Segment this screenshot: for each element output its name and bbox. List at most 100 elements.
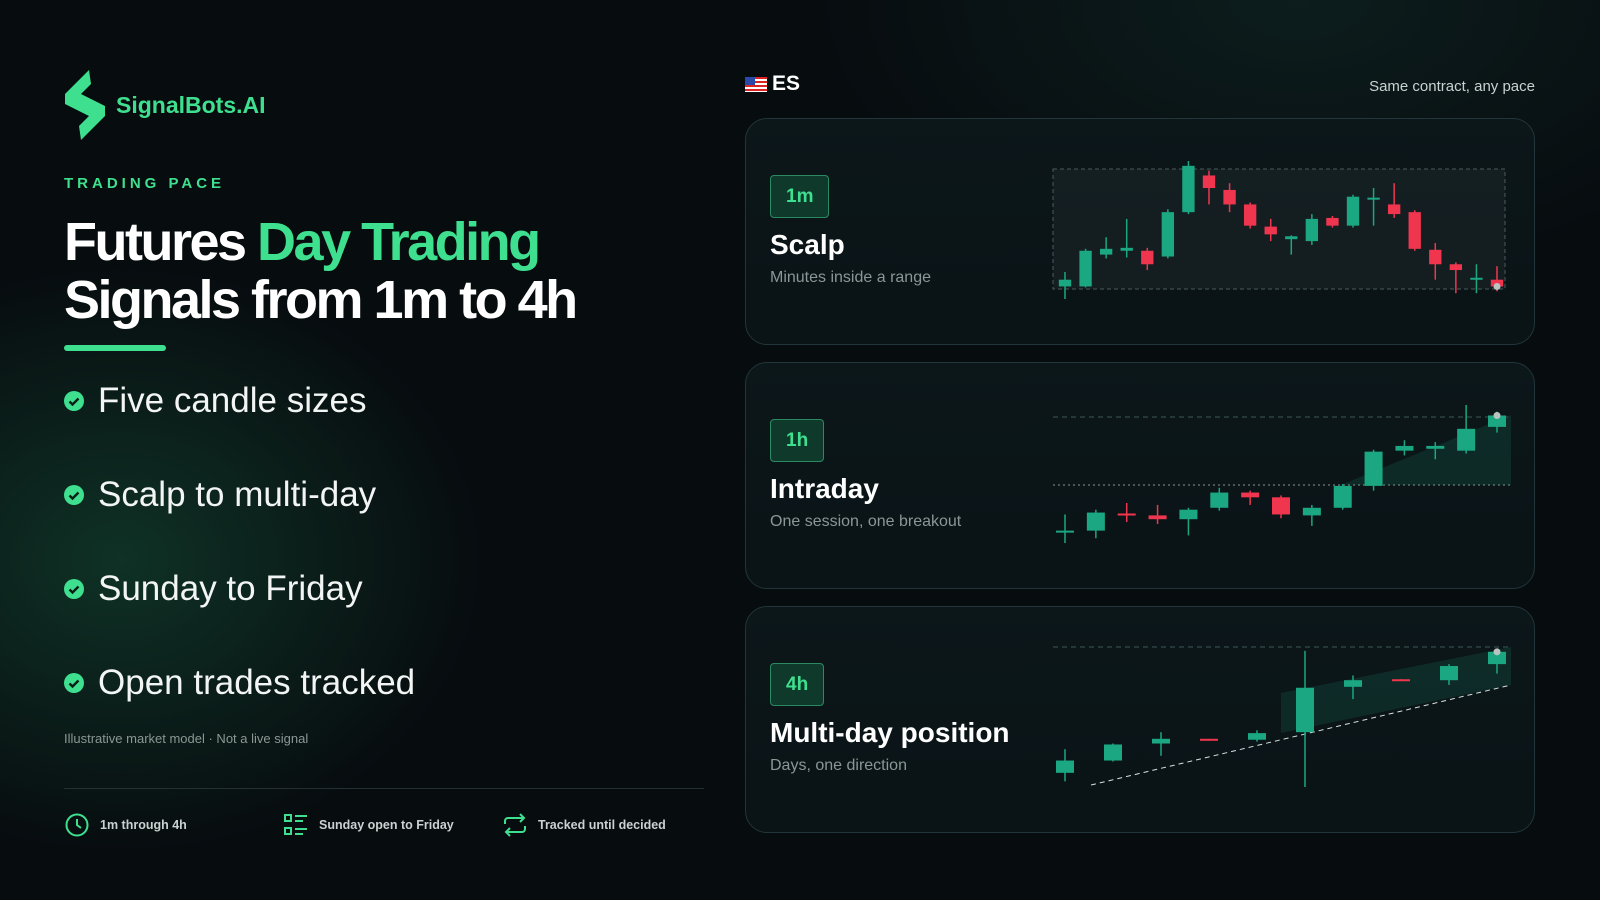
check-icon	[64, 673, 84, 693]
symbol-text: ES	[772, 72, 801, 95]
repeat-icon	[504, 813, 526, 837]
candle-body	[1302, 507, 1321, 516]
check-icon	[64, 579, 84, 599]
candle-body	[1241, 492, 1260, 498]
candle-body	[1152, 738, 1170, 744]
candle-body	[1210, 492, 1229, 508]
candle-body	[1086, 512, 1105, 531]
candle-body	[1305, 218, 1319, 242]
candle-body	[1223, 189, 1236, 205]
last-marker	[1493, 411, 1501, 419]
candle-body	[1120, 247, 1133, 251]
headline-line: Signals from 1m to 4h	[64, 270, 578, 330]
candle-body	[1364, 451, 1383, 486]
candle-body	[1395, 445, 1414, 451]
bullet: Five candle sizes	[64, 381, 366, 421]
candle-body	[1272, 497, 1290, 515]
candle-body	[1056, 530, 1074, 533]
candle-chart	[1052, 161, 1506, 299]
bullet-text: Open trades tracked	[98, 663, 416, 702]
flag-icon	[745, 76, 767, 92]
candle-body	[1367, 197, 1380, 200]
footer-text: 1m through 4h	[100, 818, 187, 832]
candle-body	[1429, 249, 1442, 265]
card-subtitle: One session, one breakout	[770, 513, 962, 530]
candle-body	[1058, 279, 1072, 287]
candle-body	[1440, 666, 1458, 681]
list-icon	[284, 814, 307, 835]
card: 4h Multi-day position Days, one direction	[745, 606, 1535, 833]
card-subtitle: Days, one direction	[770, 757, 907, 774]
card-title: Multi-day position	[770, 717, 1010, 748]
candle-body	[1392, 679, 1410, 682]
candle-body	[1387, 204, 1401, 215]
last-marker	[1493, 648, 1501, 656]
bullet: Scalp to multi-day	[64, 475, 376, 515]
candle-body	[1408, 212, 1421, 249]
candle-body	[1326, 217, 1339, 226]
check-icon	[64, 391, 84, 411]
candle-body	[1099, 248, 1113, 255]
footer-text: Sunday open to Friday	[319, 818, 454, 832]
clock-icon	[65, 813, 89, 837]
headline-line: Futures Day Trading	[64, 212, 541, 272]
headline-plain: Futures	[64, 212, 247, 272]
tagline: Same contract, any pace	[1369, 78, 1535, 95]
symbol: ES	[745, 72, 800, 96]
candle-body	[1264, 226, 1277, 235]
candle-chart	[1053, 646, 1511, 787]
candle-body	[1141, 250, 1154, 265]
badge: 4h	[770, 663, 825, 706]
card-title: Intraday	[770, 473, 879, 504]
candle-body	[1488, 651, 1506, 665]
bullet-text: Five candle sizes	[98, 381, 367, 420]
trend-area	[1281, 647, 1511, 733]
divider	[64, 788, 704, 789]
footer-text: Tracked until decided	[538, 818, 666, 832]
candle-body	[1148, 515, 1167, 520]
candle-body	[1333, 485, 1352, 508]
card-subtitle: Minutes inside a range	[770, 269, 931, 286]
candle-chart	[1053, 405, 1511, 543]
candle-body	[1285, 236, 1298, 240]
footer-item: Sunday open to Friday	[283, 812, 454, 838]
bullet-text: Sunday to Friday	[98, 569, 363, 608]
accent-bar	[64, 345, 166, 351]
footer-item: 1m through 4h	[64, 812, 187, 838]
candle-body	[1426, 445, 1445, 449]
disclaimer: Illustrative market model · Not a live s…	[64, 731, 309, 746]
candle-body	[1179, 509, 1198, 520]
footer-item: Tracked until decided	[502, 812, 666, 838]
card: 1h Intraday One session, one breakout	[745, 362, 1535, 589]
candle-body	[1344, 680, 1362, 687]
candle-body	[1079, 250, 1092, 287]
candle-body	[1056, 760, 1074, 773]
eyebrow: TRADING PACE	[64, 175, 226, 192]
card-title: Scalp	[770, 229, 845, 260]
candle-body	[1104, 744, 1122, 761]
candle-body	[1470, 277, 1483, 280]
candle-body	[1182, 165, 1195, 213]
range-box	[1052, 168, 1506, 290]
candle-body	[1117, 513, 1136, 516]
bullet: Sunday to Friday	[64, 569, 363, 609]
candle-body	[1449, 264, 1463, 271]
candle-body	[1161, 212, 1175, 257]
candle-body	[1346, 196, 1360, 226]
headline-accent: Day Trading	[257, 212, 541, 272]
candle-body	[1200, 738, 1218, 741]
bullet-text: Scalp to multi-day	[98, 475, 377, 514]
candle-body	[1296, 687, 1314, 733]
brand: SignalBots.AI	[116, 92, 266, 118]
check-icon	[64, 485, 84, 505]
candle-body	[1248, 733, 1266, 740]
candle-body	[1488, 415, 1506, 427]
bullet: Open trades tracked	[64, 663, 415, 703]
badge: 1h	[770, 419, 825, 462]
logo	[65, 70, 105, 140]
candle-body	[1243, 204, 1257, 226]
candle-body	[1202, 175, 1216, 189]
card: 1m Scalp Minutes inside a range	[745, 118, 1535, 345]
last-marker	[1493, 282, 1501, 290]
